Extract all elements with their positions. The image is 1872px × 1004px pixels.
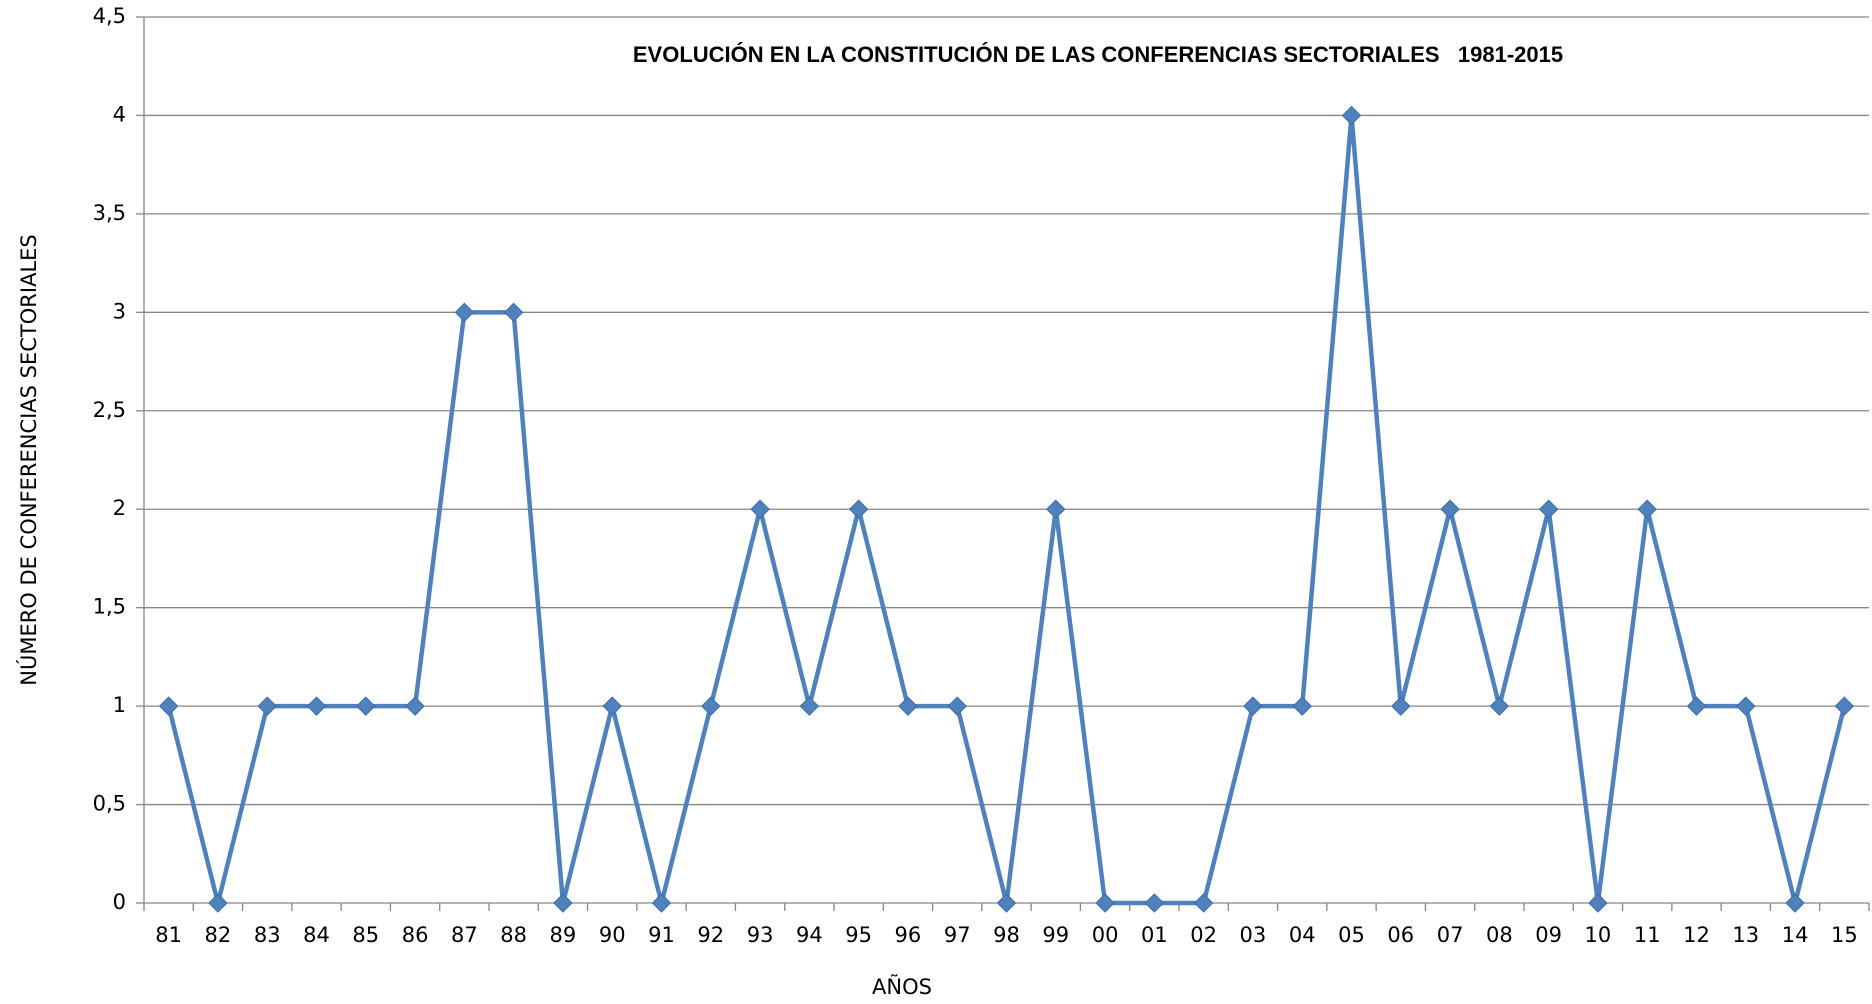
data-point [158, 696, 179, 716]
x-tick-label: 84 [303, 923, 330, 947]
x-tick-label: 85 [352, 923, 379, 947]
y-tick-label: 4,5 [93, 4, 126, 28]
x-tick-label: 02 [1190, 923, 1217, 947]
data-point [799, 696, 820, 716]
x-tick-label: 09 [1535, 923, 1562, 947]
x-axis-label: AÑOS [872, 973, 932, 999]
chart-title: EVOLUCIÓN EN LA CONSTITUCIÓN DE LAS CONF… [633, 42, 1563, 67]
x-tick-label: 83 [254, 923, 281, 947]
data-point [1686, 696, 1707, 716]
data-point [1588, 893, 1608, 913]
y-tick-label: 1 [113, 693, 126, 717]
x-tick-label: 07 [1437, 923, 1464, 947]
data-point [1095, 893, 1115, 913]
data-point [750, 499, 770, 519]
data-point [848, 499, 869, 519]
y-tick-label: 2 [113, 496, 126, 520]
data-point [1736, 696, 1756, 716]
y-tick-label: 2,5 [93, 398, 126, 422]
data-point [1785, 893, 1805, 913]
data-point [947, 696, 967, 716]
y-tick-label: 0,5 [93, 792, 126, 816]
x-tick-label: 04 [1289, 923, 1316, 947]
data-point [1637, 499, 1657, 519]
data-point [454, 302, 475, 323]
x-tick-label: 87 [451, 923, 478, 947]
x-tick-label: 93 [747, 923, 774, 947]
data-point [356, 696, 376, 716]
x-tick-label: 15 [1831, 923, 1858, 947]
data-point [651, 893, 672, 913]
x-tick-label: 99 [1042, 923, 1069, 947]
data-point [1489, 696, 1510, 716]
data-point [1144, 893, 1165, 913]
y-axis-label: NÚMERO DE CONFERENCIAS SECTORIALES [16, 234, 41, 686]
x-tick-label: 86 [402, 923, 429, 947]
data-point [208, 893, 228, 913]
x-tick-label: 82 [205, 923, 232, 947]
x-tick-label: 96 [895, 923, 922, 947]
data-point [996, 893, 1017, 913]
data-point [257, 696, 277, 716]
data-point [306, 696, 327, 716]
x-tick-label: 05 [1338, 923, 1365, 947]
x-tick-label: 08 [1486, 923, 1513, 947]
data-point [602, 696, 622, 716]
x-tick-label: 91 [648, 923, 675, 947]
data-point [898, 696, 918, 716]
x-tick-label: 94 [796, 923, 823, 947]
x-tick-label: 90 [599, 923, 626, 947]
data-point [1243, 696, 1263, 716]
y-tick-label: 1,5 [93, 595, 126, 619]
x-tick-label: 10 [1585, 923, 1612, 947]
x-tick-label: 95 [845, 923, 872, 947]
x-tick-label: 12 [1683, 923, 1710, 947]
x-tick-label: 06 [1387, 923, 1414, 947]
x-tick-label: 81 [155, 923, 182, 947]
data-point [1538, 499, 1559, 519]
x-tick-label: 92 [697, 923, 724, 947]
data-point [1440, 499, 1460, 519]
data-point [553, 893, 573, 913]
x-tick-label: 00 [1092, 923, 1119, 947]
data-point [503, 302, 524, 323]
x-tick-label: 03 [1240, 923, 1267, 947]
x-tick-label: 13 [1732, 923, 1759, 947]
y-tick-label: 3 [113, 299, 126, 323]
x-tick-label: 01 [1141, 923, 1168, 947]
data-point [1193, 893, 1214, 913]
y-tick-label: 3,5 [93, 201, 126, 225]
data-point [701, 696, 721, 716]
x-tick-label: 98 [993, 923, 1020, 947]
x-tick-label: 14 [1782, 923, 1809, 947]
x-tick-label: 89 [550, 923, 577, 947]
data-point [1834, 696, 1855, 716]
x-tick-label: 11 [1634, 923, 1661, 947]
data-point [1391, 696, 1411, 716]
x-tick-label: 97 [944, 923, 971, 947]
y-tick-label: 4 [113, 102, 126, 126]
y-tick-label: 0 [113, 890, 126, 914]
data-point [1046, 499, 1066, 519]
data-point [1341, 105, 1362, 126]
data-point [405, 696, 425, 716]
x-tick-label: 88 [500, 923, 527, 947]
data-point [1292, 696, 1312, 716]
